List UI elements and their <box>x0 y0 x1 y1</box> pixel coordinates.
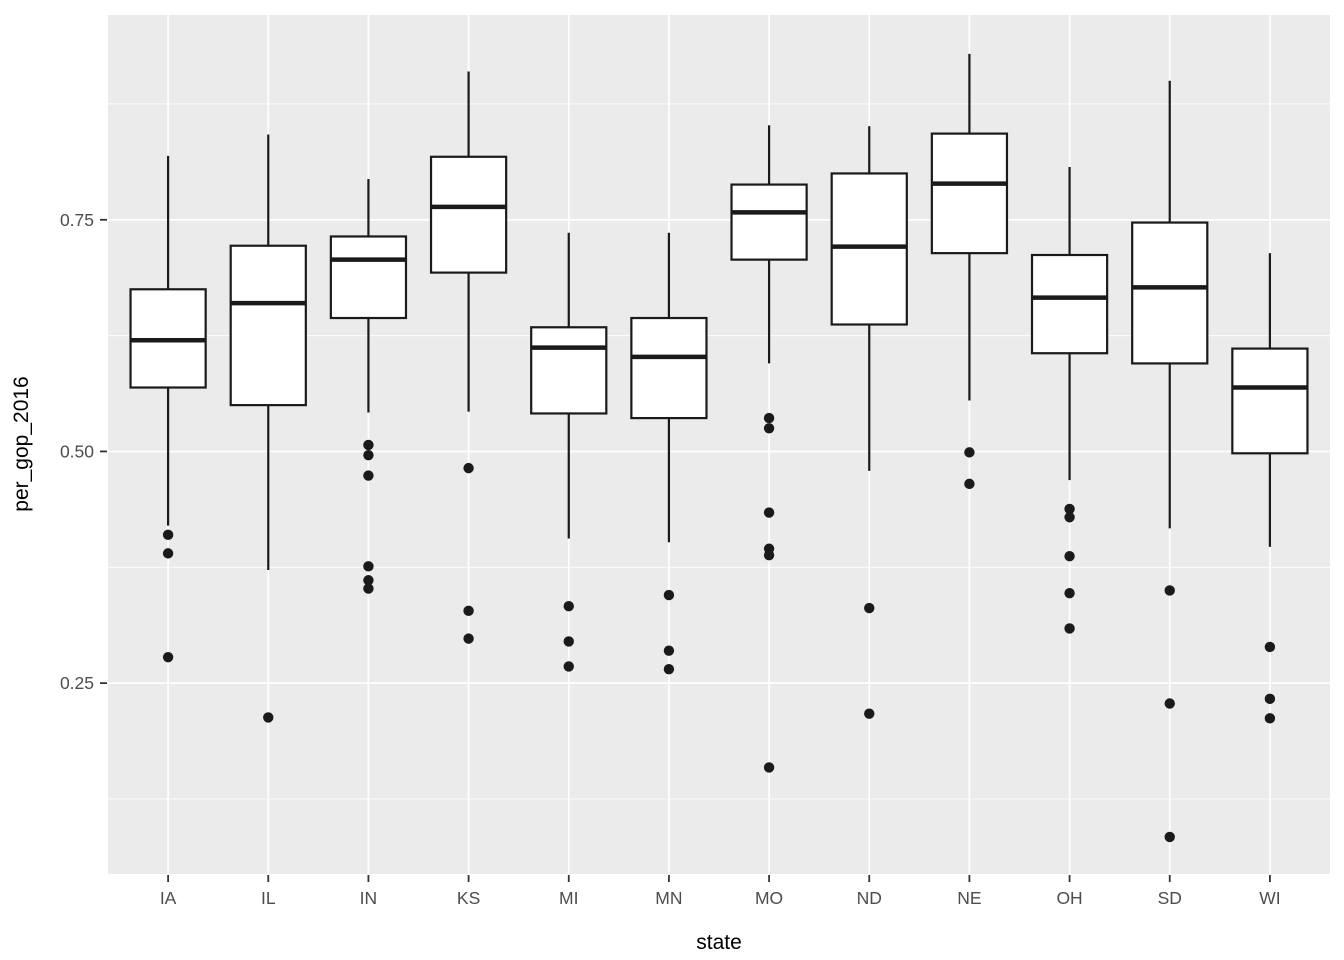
x-tick-label: MN <box>655 888 682 908</box>
outlier-point <box>363 575 374 586</box>
outlier-point <box>964 447 975 458</box>
outlier-point <box>1064 588 1075 599</box>
plot-layer: 0.25 0.50 0.75 IA IL IN KS MI MN MO ND NE OH SD WI <box>60 15 1330 908</box>
outlier-point <box>1264 641 1276 653</box>
outlier-point <box>1264 693 1276 705</box>
y-tick-label: 0.75 <box>60 210 94 230</box>
outlier-point <box>964 478 975 490</box>
iqr-box <box>1231 347 1309 455</box>
outlier-point <box>763 423 775 434</box>
iqr-box <box>429 155 508 274</box>
x-tick-label: NE <box>957 888 981 908</box>
outlier-point <box>1164 698 1175 709</box>
outlier-point <box>363 561 374 572</box>
boxplot-NE <box>930 53 1009 490</box>
iqr-box <box>630 316 708 420</box>
x-tick-label: ND <box>857 888 882 908</box>
x-tick-label: IN <box>360 888 378 908</box>
x-tick-label: SD <box>1158 888 1182 908</box>
boxplot-ND <box>830 126 908 719</box>
outlier-point <box>363 583 374 594</box>
boxplot-OH <box>1030 166 1109 634</box>
boxplot-MN <box>630 232 708 675</box>
x-tick-label: IL <box>261 888 276 908</box>
outlier-point <box>763 550 775 561</box>
outlier-point <box>363 449 374 461</box>
outlier-point <box>1264 713 1276 724</box>
outlier-point <box>363 470 374 481</box>
panel-background <box>108 15 1330 874</box>
outlier-point <box>864 708 875 719</box>
y-tick-label: 0.25 <box>60 673 94 693</box>
outlier-point <box>563 600 574 612</box>
boxplot-SD <box>1131 80 1209 843</box>
outlier-point <box>363 439 374 451</box>
outlier-point <box>563 661 574 672</box>
iqr-box <box>1131 221 1209 365</box>
outlier-point <box>263 712 274 723</box>
boxplot-WI <box>1231 253 1309 724</box>
iqr-box <box>329 235 408 320</box>
boxplot-KS <box>429 71 508 644</box>
iqr-box <box>229 244 307 407</box>
outlier-point <box>1064 503 1075 515</box>
x-axis-title: state <box>696 931 742 954</box>
boxplot-MO <box>730 125 808 773</box>
outlier-point <box>1064 512 1075 523</box>
x-tick-label: OH <box>1056 888 1082 908</box>
outlier-point <box>1064 550 1075 562</box>
outlier-point <box>864 602 875 614</box>
outlier-point <box>763 507 775 518</box>
x-tick-label: IA <box>160 888 177 908</box>
x-tick-label: WI <box>1259 888 1280 908</box>
outlier-point <box>162 548 174 559</box>
x-tick-label: MO <box>755 888 783 908</box>
boxplot-IA <box>129 155 207 663</box>
outlier-point <box>162 529 174 541</box>
iqr-box <box>830 172 908 326</box>
boxplot-IN <box>329 179 408 594</box>
iqr-box <box>730 183 808 261</box>
outlier-point <box>1164 585 1175 596</box>
iqr-box <box>530 326 608 415</box>
x-tick-label: MI <box>559 888 578 908</box>
outlier-point <box>763 412 775 424</box>
outlier-point <box>1164 831 1175 843</box>
outlier-point <box>463 605 474 617</box>
y-tick-label: 0.50 <box>60 441 94 461</box>
x-tick-label: KS <box>457 888 480 908</box>
outlier-point <box>1064 623 1075 634</box>
outlier-point <box>663 645 675 656</box>
iqr-box <box>930 132 1009 255</box>
outlier-point <box>663 664 675 675</box>
outlier-point <box>463 462 474 474</box>
boxplot-IL <box>229 134 307 723</box>
y-axis-title: per_gop_2016 <box>10 376 33 511</box>
outlier-point <box>763 762 775 773</box>
outlier-point <box>663 589 675 601</box>
boxplot-MI <box>530 232 608 672</box>
iqr-box <box>1030 253 1109 355</box>
outlier-point <box>563 636 574 647</box>
outlier-point <box>162 651 174 663</box>
outlier-point <box>463 633 474 644</box>
